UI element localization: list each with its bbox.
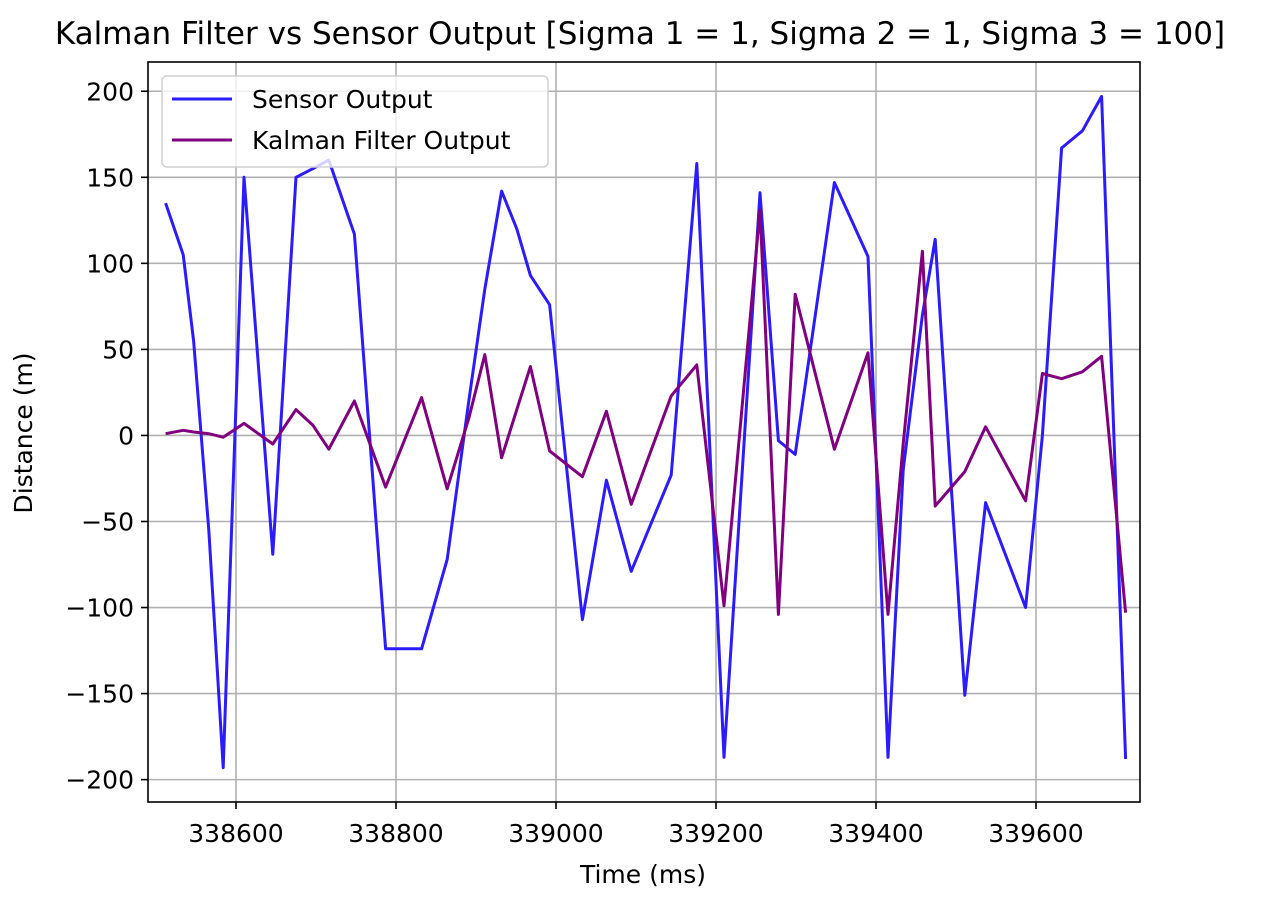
y-tick-label: 200 (86, 77, 134, 106)
y-tick-label: 50 (102, 335, 134, 364)
plot-series (164, 94, 1128, 770)
legend-label-sensor-output: Sensor Output (252, 85, 433, 114)
x-tick-label: 338600 (188, 819, 283, 848)
grid (148, 62, 1140, 802)
legend-box (161, 75, 549, 168)
legend-label-kalman-filter-output: Kalman Filter Output (252, 126, 511, 155)
y-axis-label: Distance (m) (9, 352, 38, 513)
y-tick-label: 100 (86, 249, 134, 278)
axis-ticks: 338600 338800 339000 339200 339400 339600 −200… (65, 77, 1083, 848)
y-tick-label: 0 (118, 421, 134, 450)
legend: Sensor Output Kalman Filter Output (161, 75, 549, 168)
x-tick-label: 339400 (828, 819, 923, 848)
x-axis-label: Time (ms) (579, 860, 706, 889)
y-tick-label: −100 (65, 594, 134, 623)
x-tick-label: 338800 (348, 819, 443, 848)
plot-frame (147, 61, 1141, 803)
y-tick-label: −200 (65, 766, 134, 795)
y-tick-label: −50 (81, 507, 134, 536)
y-tick-label: −150 (65, 680, 134, 709)
y-tick-label: 150 (86, 163, 134, 192)
chart-title: Kalman Filter vs Sensor Output [Sigma 1 … (55, 16, 1225, 52)
x-tick-label: 339600 (988, 819, 1083, 848)
series-line-kalman-filter-output (165, 208, 1128, 616)
series-line-sensor-output (164, 94, 1128, 770)
x-tick-label: 339000 (508, 819, 603, 848)
x-tick-label: 339200 (668, 819, 763, 848)
